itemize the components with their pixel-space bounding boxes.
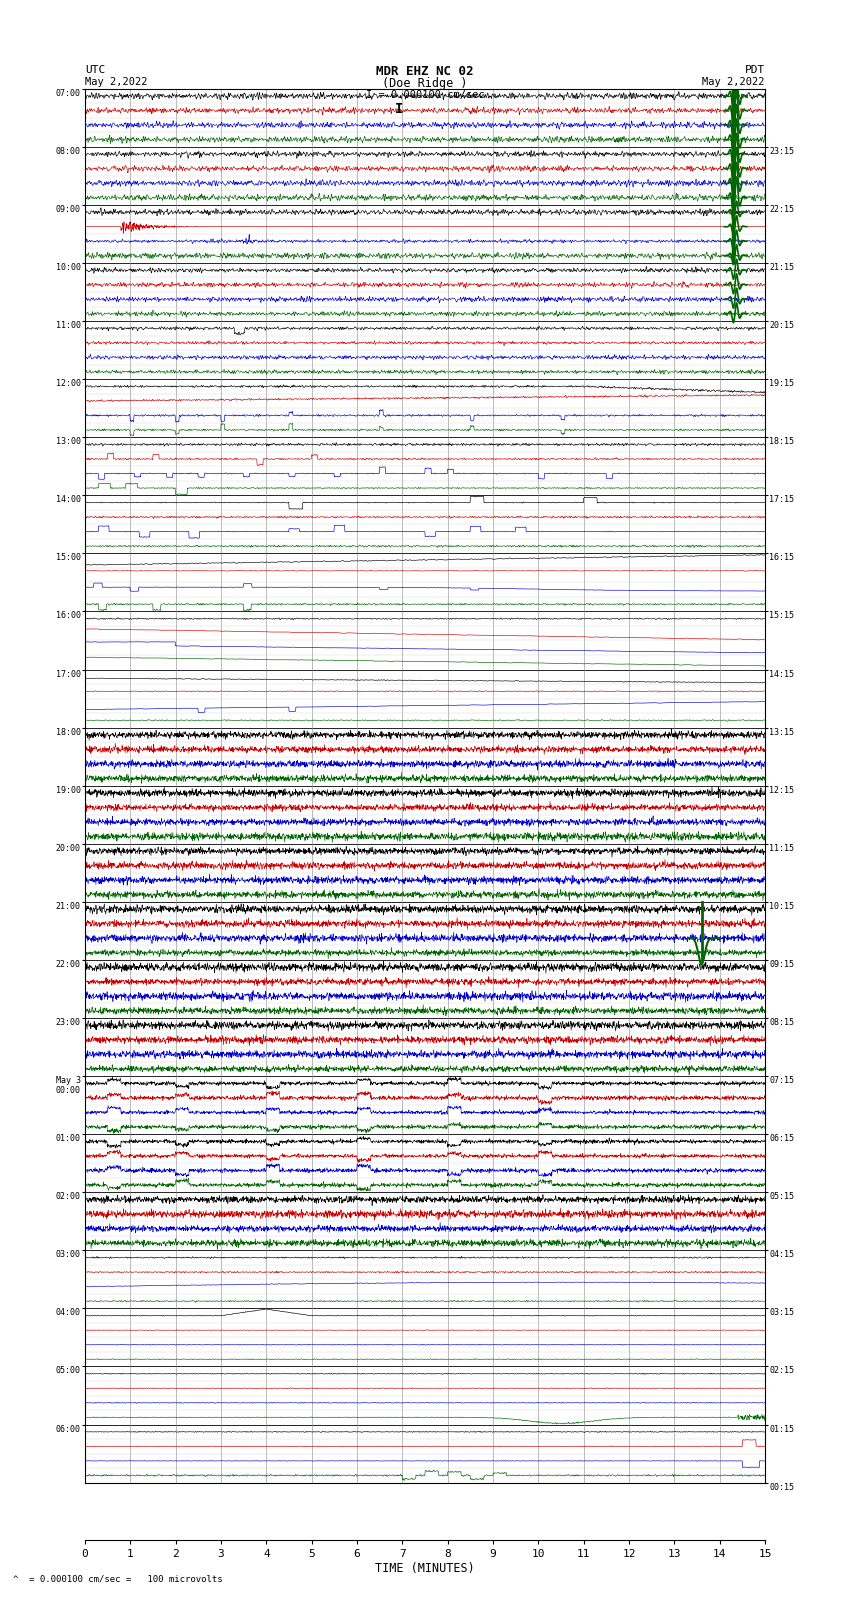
Text: ^  = 0.000100 cm/sec =   100 microvolts: ^ = 0.000100 cm/sec = 100 microvolts xyxy=(13,1574,223,1584)
Text: UTC: UTC xyxy=(85,65,105,74)
Text: (Doe Ridge ): (Doe Ridge ) xyxy=(382,77,468,90)
Text: May 2,2022: May 2,2022 xyxy=(702,77,765,87)
Text: I = 0.000100 cm/sec: I = 0.000100 cm/sec xyxy=(366,90,484,100)
X-axis label: TIME (MINUTES): TIME (MINUTES) xyxy=(375,1563,475,1576)
Text: MDR EHZ NC 02: MDR EHZ NC 02 xyxy=(377,65,473,77)
Text: I: I xyxy=(395,102,404,116)
Text: May 2,2022: May 2,2022 xyxy=(85,77,148,87)
Text: PDT: PDT xyxy=(745,65,765,74)
